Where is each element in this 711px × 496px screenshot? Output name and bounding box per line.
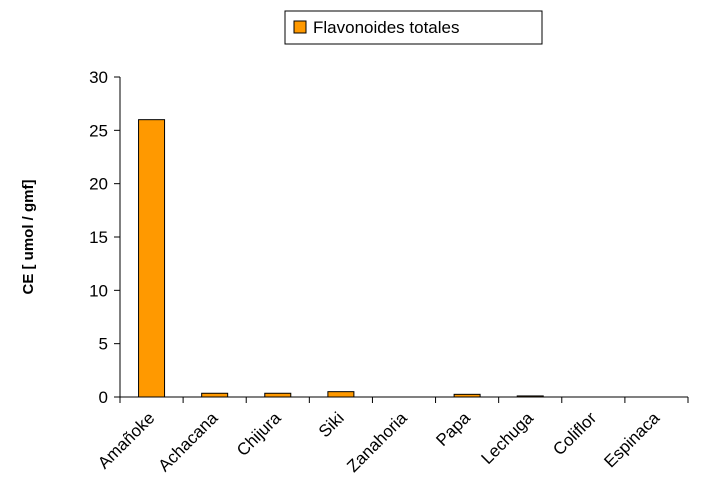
y-tick-label: 25 xyxy=(89,121,108,140)
x-tick-label: Amañoke xyxy=(94,408,158,472)
y-tick-label: 15 xyxy=(89,228,108,247)
bar xyxy=(138,119,166,398)
y-axis-label: CE [ umol / gmf] xyxy=(20,180,37,295)
x-tick-label: Coliflor xyxy=(549,408,600,459)
x-tick-label: Lechuga xyxy=(477,408,537,468)
bar xyxy=(516,395,544,398)
x-tick-label: Papa xyxy=(432,408,474,450)
legend-label: Flavonoides totales xyxy=(313,18,459,37)
x-tick-label: Siki xyxy=(315,408,348,441)
y-tick-label: 30 xyxy=(89,68,108,87)
bar xyxy=(201,392,229,398)
x-tick-label: Chijura xyxy=(233,408,285,460)
bar xyxy=(264,392,292,398)
y-tick-label: 0 xyxy=(99,388,108,407)
legend-box xyxy=(284,10,543,45)
bars xyxy=(138,119,544,398)
y-tick-label: 5 xyxy=(99,335,108,354)
y-axis: 0 5 10 15 20 25 30 xyxy=(89,68,121,407)
bar xyxy=(327,391,355,398)
bar xyxy=(453,393,481,398)
legend: Flavonoides totales xyxy=(284,10,543,45)
x-tick-label: Zanahoria xyxy=(343,408,411,476)
x-tick-label: Achacana xyxy=(155,408,222,475)
x-tick-label: Espinaca xyxy=(600,408,663,471)
y-tick-label: 10 xyxy=(89,281,108,300)
legend-swatch xyxy=(293,20,307,34)
y-tick-label: 20 xyxy=(89,175,108,194)
